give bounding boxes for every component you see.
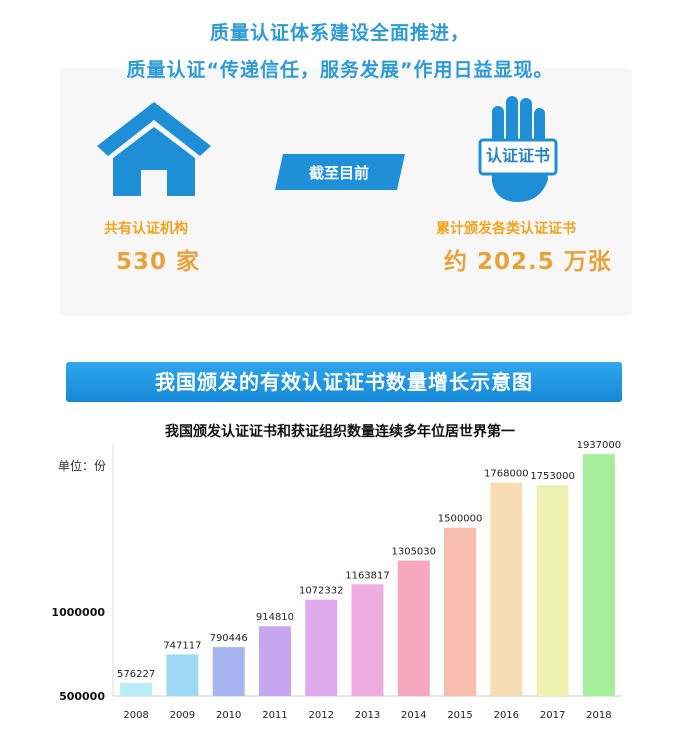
certificate-label: 认证证书 [485,146,550,165]
x-tick-label-2016: 2016 [494,710,519,721]
bar-2008 [120,683,153,696]
institutions-value: 530 家 [116,249,201,275]
x-tick-label-2017: 2017 [540,710,565,721]
x-tick-label-2009: 2009 [170,710,195,721]
headline-line-1: 质量认证体系建设全面推进， [209,22,470,44]
bar-2010 [212,647,245,696]
house-icon [97,102,211,196]
bar-2014 [397,560,430,696]
data-label-2009: 747117 [163,640,201,651]
data-label-2008: 576227 [117,669,155,680]
chart-title: 我国颁发认证证书和获证组织数量连续多年位居世界第一 [165,424,515,440]
data-label-2015: 1500000 [438,514,483,525]
bar-2018 [582,454,615,696]
bar-2013 [351,584,384,696]
y-tick-label: 500000 [59,690,105,703]
raised-hand-icon [478,96,558,202]
data-label-2013: 1163817 [345,570,390,581]
data-label-2010: 790446 [210,633,248,644]
bar-2017 [536,485,569,696]
data-label-2017: 1753000 [530,471,575,482]
x-tick-label-2008: 2008 [123,710,148,721]
data-label-2016: 1768000 [484,469,529,480]
data-label-2014: 1305030 [391,547,436,558]
ribbon-shape [275,154,405,190]
data-label-2018: 1937000 [577,440,622,451]
data-label-2011: 914810 [256,612,294,623]
certificates-label: 累计颁发各类认证证书 [436,221,576,237]
y-tick-label: 1000000 [51,606,105,619]
bar-2015 [444,527,477,696]
banner-title: 我国颁发的有效认证证书数量增长示意图 [66,362,622,402]
ribbon-label: 截至目前 [308,164,369,182]
institutions-label: 共有认证机构 [104,221,188,237]
bar-2011 [258,626,291,696]
data-label-2012: 1072332 [299,586,344,597]
y-axis-label: 单位：份 [58,458,106,473]
x-tick-label-2012: 2012 [309,710,334,721]
x-tick-label-2018: 2018 [586,710,611,721]
x-tick-label-2011: 2011 [262,710,287,721]
bar-2016 [490,482,523,696]
bar-2012 [305,599,338,696]
x-tick-label-2013: 2013 [355,710,380,721]
certificates-value: 约 202.5 万张 [444,249,612,275]
bar-2009 [166,654,199,696]
x-tick-label-2015: 2015 [447,710,472,721]
headline-line-2: 质量认证“传递信任，服务发展”作用日益显现。 [126,59,554,81]
x-tick-label-2014: 2014 [401,710,426,721]
x-tick-label-2010: 2010 [216,710,241,721]
